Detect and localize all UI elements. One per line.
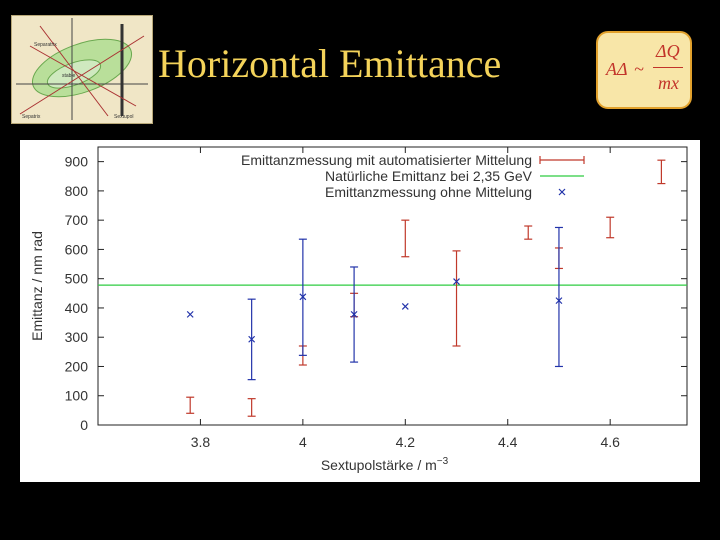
y-tick-label: 700 (65, 212, 89, 228)
no-mean-marker-stroke (186, 310, 194, 318)
y-tick-label: 800 (65, 183, 89, 199)
no-mean-marker (401, 303, 409, 310)
no-mean-marker (186, 310, 194, 318)
y-tick-label: 500 (65, 271, 89, 287)
slide-title: Horizontal Emittance (158, 41, 502, 86)
y-tick-label: 400 (65, 300, 89, 316)
no-mean-marker (248, 335, 256, 343)
legend-swatch-no-mean-b (558, 188, 566, 196)
no-mean-marker-stroke (350, 310, 358, 318)
y-tick-label: 900 (65, 154, 89, 170)
legend-label-natural: Natürliche Emittanz bei 2,35 GeV (325, 168, 533, 184)
no-mean-marker (453, 278, 460, 286)
formula-box: AΔ ~ ΔQ mx (596, 31, 692, 109)
thumbnail-image: Separatrix stable Sepatrix Sextupol (11, 15, 153, 124)
x-tick-label: 4.6 (600, 434, 620, 450)
phase-space-sketch: Separatrix stable Sepatrix Sextupol (16, 18, 148, 120)
no-mean-marker (350, 310, 358, 318)
y-tick-label: 600 (65, 241, 89, 257)
y-tick-label: 200 (65, 358, 89, 374)
y-tick-label: 0 (80, 417, 88, 433)
x-tick-label: 4.4 (498, 434, 518, 450)
x-axis-label-exponent: −3 (437, 456, 449, 467)
x-tick-label: 4.2 (396, 434, 416, 450)
plot-frame (97, 146, 688, 426)
x-tick-label: 4 (299, 434, 307, 450)
legend-label-no-mean: Emittanzmessung ohne Mittelung (325, 184, 532, 200)
no-mean-marker-stroke (299, 293, 307, 301)
formula-denominator: mx (658, 73, 679, 93)
no-mean-marker-stroke (555, 297, 563, 305)
no-mean-marker (299, 293, 307, 301)
y-axis-label: Emittanz / nm rad (29, 231, 45, 341)
emittance-chart: 0 100 200 300 400 500 600 700 800 900 3.8 4 4.2 4.4 4.… (20, 140, 700, 482)
no-mean-marker (555, 297, 563, 305)
no-mean-marker-stroke (453, 278, 460, 286)
x-tick-label: 3.8 (191, 434, 211, 450)
chart-svg: 0 100 200 300 400 500 600 700 800 900 3.8 4 4.2 4.4 4.… (29, 146, 688, 473)
thumb-label-sepatrix: Sepatrix (22, 114, 41, 120)
formula-numerator: ΔQ (656, 41, 680, 61)
x-axis-label: Sextupolstärke / m−3 (321, 456, 449, 473)
no-mean-marker-stroke (248, 335, 256, 343)
y-tick-label: 300 (65, 329, 89, 345)
thumb-label-sextupol: Sextupol (114, 114, 133, 120)
formula-fraction-bar (653, 67, 683, 68)
no-mean-marker-stroke (401, 303, 409, 310)
thumb-label-separatrix: Separatrix (34, 42, 57, 48)
formula-arrow: ~ (634, 59, 644, 79)
thumb-label-stable: stable (62, 73, 76, 79)
legend-label-auto-mean: Emittanzmessung mit automatisierter Mitt… (241, 152, 532, 168)
formula-lhs: AΔ (606, 59, 628, 79)
y-tick-label: 100 (65, 388, 89, 404)
